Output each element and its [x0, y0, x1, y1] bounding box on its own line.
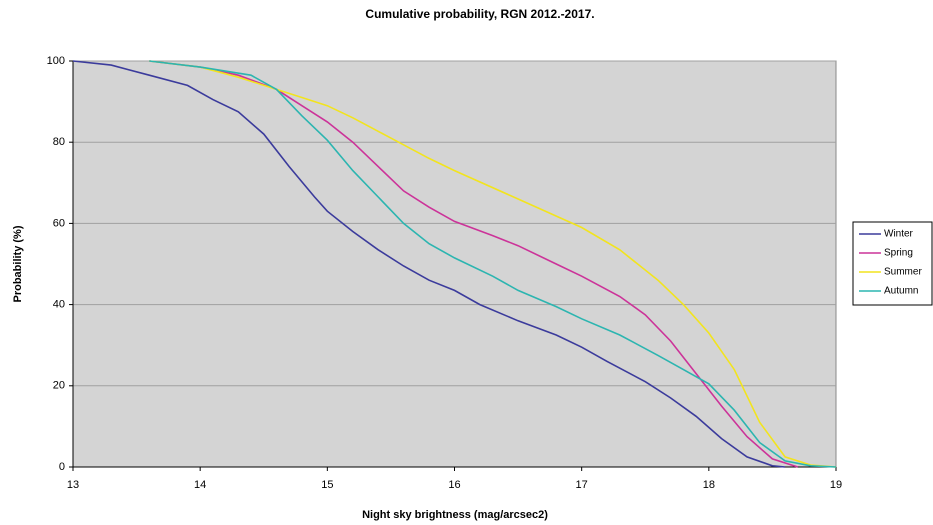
legend-label: Autumn [884, 286, 918, 297]
series-line [72, 60, 786, 468]
y-tick-label: 40 [53, 299, 65, 311]
y-tick-label: 60 [53, 217, 65, 229]
chart-title: Cumulative probability, RGN 2012.-2017. [365, 7, 594, 21]
x-tick-label: 19 [830, 479, 842, 491]
x-tick-label: 18 [703, 479, 715, 491]
x-tick-label: 16 [448, 479, 460, 491]
x-axis-title: Night sky brightness (mag/arcsec2) [362, 509, 548, 521]
x-tick-label: 15 [321, 479, 333, 491]
x-tick-label: 14 [194, 479, 206, 491]
x-tick-label: 13 [67, 479, 79, 491]
legend-label: Summer [884, 267, 922, 278]
y-tick-label: 100 [47, 55, 65, 67]
legend-label: Winter [884, 229, 914, 240]
plot-area [72, 60, 837, 468]
x-tick-label: 17 [576, 479, 588, 491]
legend-label: Spring [884, 248, 913, 259]
series-line [149, 60, 837, 468]
y-tick-label: 0 [59, 461, 65, 473]
y-axis-title: Probability (%) [12, 225, 24, 302]
y-tick-label: 20 [53, 380, 65, 392]
y-tick-label: 80 [53, 136, 65, 148]
series-line [149, 60, 837, 468]
series-line [149, 60, 799, 468]
